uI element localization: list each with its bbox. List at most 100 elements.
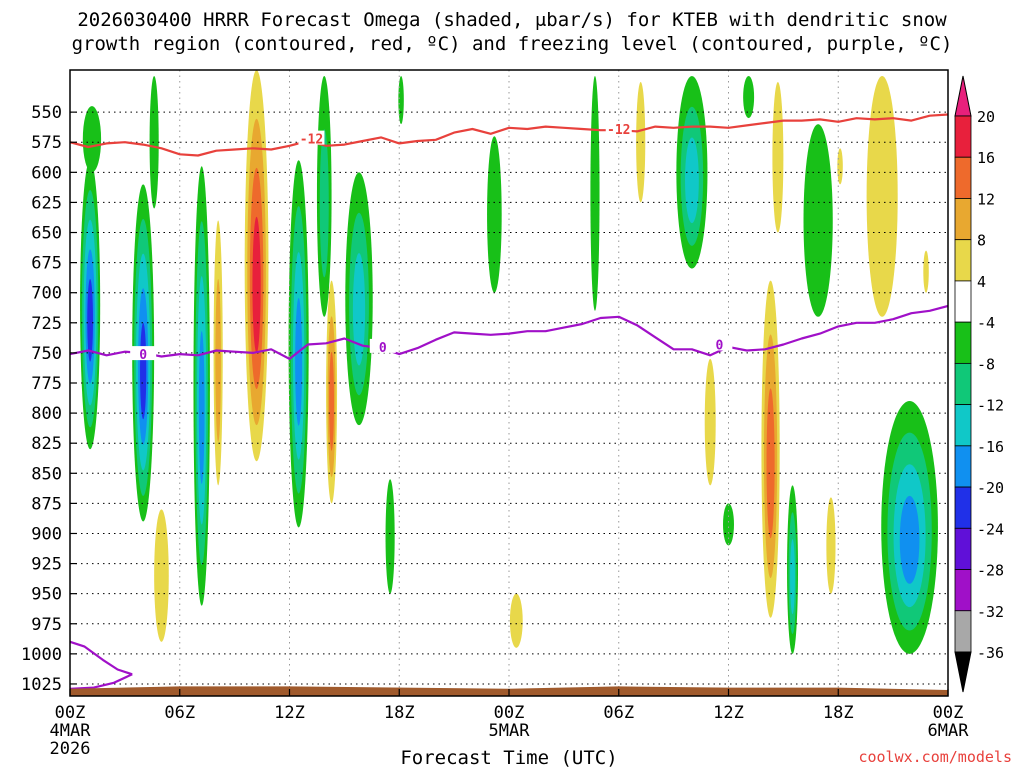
y-tick-label-775: 775 xyxy=(31,374,62,394)
omega-cell-9-level-1 xyxy=(319,129,329,278)
y-tick-label-1025: 1025 xyxy=(21,675,62,695)
omega-cell-25-level-0 xyxy=(803,124,833,317)
x-tick-label-2: 12Z xyxy=(274,703,305,723)
y-tick-label-725: 725 xyxy=(31,314,62,334)
y-tick-label-700: 700 xyxy=(31,284,62,304)
colorbar-seg-1 xyxy=(954,156,972,199)
x-axis-label: Forecast Time (UTC) xyxy=(400,747,617,768)
colorbar-label-6: -8 xyxy=(977,355,995,373)
colorbar-label-1: 16 xyxy=(977,149,995,167)
credit-text: coolwx.com/models xyxy=(858,748,1012,766)
x-tick-label-3: 18Z xyxy=(384,703,415,723)
omega-cell-20-level-0 xyxy=(723,503,734,546)
colorbar-seg-9 xyxy=(954,486,972,529)
x-tick-year-0: 2026 xyxy=(50,739,91,759)
omega-cell-4-level-0 xyxy=(154,509,169,642)
contour-0-low xyxy=(70,640,133,676)
colorbar-seg-0 xyxy=(954,115,972,158)
chart-title-line1: 2026030400 HRRR Forecast Omega (shaded, … xyxy=(77,9,947,31)
omega-cell-18-level-2 xyxy=(685,137,699,224)
contour-0-low2 xyxy=(70,673,133,690)
contour-label-0-2: 0 xyxy=(715,338,723,353)
omega-cell-0-level-4 xyxy=(87,278,93,362)
contour-label--12-1: -12 xyxy=(607,123,630,138)
contour-label-bg-0-1 xyxy=(369,338,396,353)
colorbar-label-5: -4 xyxy=(977,314,995,332)
contour-label-bg--12-1 xyxy=(605,120,632,135)
x-tick-date-4: 5MAR xyxy=(489,721,531,741)
x-tick-label-4: 00Z xyxy=(494,703,525,723)
y-tick-label-900: 900 xyxy=(31,524,62,544)
y-tick-label-600: 600 xyxy=(31,163,62,183)
omega-cell-8-level-3 xyxy=(295,297,303,426)
omega-cell-22-level-2 xyxy=(766,388,775,539)
x-tick-label-8: 00Z xyxy=(933,703,964,723)
y-tick-label-750: 750 xyxy=(31,344,62,364)
colorbar-label-4: 4 xyxy=(977,273,986,291)
contour-label-bg-0-0 xyxy=(130,346,157,361)
contour-label-0-1: 0 xyxy=(379,341,387,356)
contour-label--12-0: -12 xyxy=(300,133,323,148)
colorbar-seg-11 xyxy=(954,569,972,612)
colorbar-label-12: -32 xyxy=(977,603,1004,621)
x-tick-label-1: 06Z xyxy=(164,703,195,723)
colorbar-seg-5 xyxy=(954,321,972,364)
x-tick-label-5: 06Z xyxy=(603,703,634,723)
omega-cell-3-level-0 xyxy=(149,76,159,209)
omega-cell-5-level-3 xyxy=(198,331,205,484)
y-tick-label-550: 550 xyxy=(31,103,62,123)
colorbar-label-2: 12 xyxy=(977,190,995,208)
colorbar-seg-2 xyxy=(954,198,972,241)
omega-cell-6-level-1 xyxy=(215,279,221,443)
colorbar-label-11: -28 xyxy=(977,562,1004,580)
y-tick-label-675: 675 xyxy=(31,254,62,274)
grid xyxy=(69,70,949,696)
omega-cell-19-level-0 xyxy=(704,358,716,486)
omega-cell-7-level-3 xyxy=(252,216,261,353)
omega-cell-23-level-0 xyxy=(772,82,784,233)
y-tick-label-625: 625 xyxy=(31,193,62,213)
contour--12 xyxy=(70,113,948,157)
y-tick-label-825: 825 xyxy=(31,434,62,454)
contour-0 xyxy=(70,304,948,360)
chart-title-line2: growth region (contoured, red, ºC) and f… xyxy=(72,33,953,55)
omega-cell-2-level-4 xyxy=(140,322,147,420)
omega-cell-10-level-2 xyxy=(329,351,335,451)
omega-cell-26-level-0 xyxy=(826,497,836,594)
omega-cell-14-level-0 xyxy=(487,136,502,293)
omega-cell-13-level-0 xyxy=(398,76,404,125)
colorbar-label-8: -16 xyxy=(977,438,1004,456)
omega-cell-12-level-0 xyxy=(385,479,395,594)
colorbar-label-7: -12 xyxy=(977,397,1004,415)
colorbar-seg-3 xyxy=(954,239,972,282)
y-tick-label-800: 800 xyxy=(31,404,62,424)
colorbar-seg-10 xyxy=(954,527,972,570)
y-tick-label-975: 975 xyxy=(31,615,62,635)
colorbar-seg-8 xyxy=(954,445,972,488)
y-tick-label-850: 850 xyxy=(31,464,62,484)
colorbar-seg-4 xyxy=(954,280,972,323)
x-tick-date-8: 6MAR xyxy=(928,721,970,741)
omega-cell-16-level-0 xyxy=(590,76,600,311)
omega-cell-1-level-0 xyxy=(82,106,102,173)
colorbar-bottom-arrow xyxy=(954,651,972,693)
colorbar-top-arrow xyxy=(954,75,972,117)
y-axis: 550 575 600 625 650 675 700 725 750 775 800 825 850 8… xyxy=(21,103,77,695)
x-tick-label-7: 18Z xyxy=(823,703,854,723)
x-tick-date-0: 4MAR xyxy=(50,721,92,741)
omega-cell-30-level-0 xyxy=(923,250,929,293)
omega-shading xyxy=(80,70,938,654)
colorbar-label-0: 20 xyxy=(977,108,995,126)
colorbar-label-3: 8 xyxy=(977,232,986,250)
temperature-contours: -12 -12 0 0 0 xyxy=(70,113,948,690)
contour-label-0-0: 0 xyxy=(139,348,147,363)
omega-cell-21-level-0 xyxy=(743,76,755,119)
colorbar-seg-6 xyxy=(954,362,972,406)
contour-label-bg--12-0 xyxy=(298,130,325,145)
omega-cell-15-level-0 xyxy=(509,593,523,648)
x-tick-label-6: 12Z xyxy=(713,703,744,723)
colorbar-seg-12 xyxy=(954,610,972,653)
colorbar-label-13: -36 xyxy=(977,644,1004,662)
y-tick-label-1000: 1000 xyxy=(21,645,62,665)
